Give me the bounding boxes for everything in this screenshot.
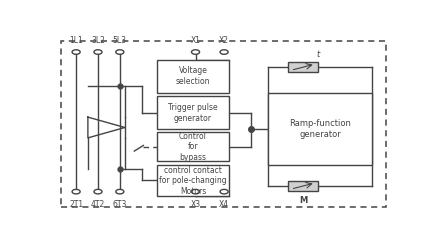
Circle shape [72,50,80,54]
Circle shape [94,50,102,54]
Bar [157,96,229,129]
Text: 4T2: 4T2 [91,200,105,208]
Bar [288,62,318,72]
Bar [157,132,229,161]
Bar [268,93,372,165]
Text: 3L2: 3L2 [91,36,105,45]
Text: t: t [317,50,320,59]
Circle shape [220,189,228,194]
Text: X3: X3 [191,200,201,208]
Text: Control
for
bypass: Control for bypass [179,132,207,162]
Text: control contact
for pole-changing
Motors: control contact for pole-changing Motors [159,166,227,196]
Bar [288,181,318,191]
Text: Trigger pulse
generator: Trigger pulse generator [168,103,218,122]
Text: X2: X2 [219,36,229,45]
Text: X4: X4 [219,200,229,208]
Circle shape [191,189,200,194]
Circle shape [72,189,80,194]
Text: Ramp-function
generator: Ramp-function generator [289,119,351,139]
Text: M: M [299,196,307,205]
Bar [157,165,229,196]
Text: X1: X1 [191,36,201,45]
Circle shape [116,189,124,194]
Circle shape [191,50,200,54]
Text: 1L1: 1L1 [69,36,83,45]
Text: 5L3: 5L3 [113,36,127,45]
Text: Voltage
selection: Voltage selection [176,66,210,86]
Bar [61,41,385,207]
Text: 2T1: 2T1 [69,200,83,208]
Circle shape [220,50,228,54]
Circle shape [116,50,124,54]
Bar [157,60,229,93]
Circle shape [94,189,102,194]
Text: 6T3: 6T3 [113,200,127,208]
